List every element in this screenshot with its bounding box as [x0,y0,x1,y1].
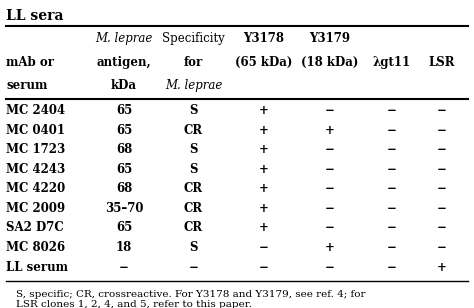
Text: −: − [437,163,447,176]
Text: −: − [437,241,447,254]
Text: −: − [325,143,335,156]
Text: −: − [189,261,198,274]
Text: 65: 65 [116,104,132,117]
Text: −: − [325,221,335,234]
Text: +: + [259,143,269,156]
Text: (18 kDa): (18 kDa) [301,56,359,69]
Text: Specificity: Specificity [162,32,225,45]
Text: serum: serum [6,79,47,92]
Text: +: + [259,182,269,195]
Text: −: − [119,261,129,274]
Text: +: + [437,261,447,274]
Text: 65: 65 [116,221,132,234]
Text: Y3179: Y3179 [310,32,351,45]
Text: −: − [386,143,396,156]
Text: −: − [325,202,335,215]
Text: −: − [259,261,269,274]
Text: −: − [386,202,396,215]
Text: −: − [437,124,447,137]
Text: −: − [386,261,396,274]
Text: M. leprae: M. leprae [165,79,222,92]
Text: CR: CR [184,182,203,195]
Text: S: S [189,241,198,254]
Text: MC 4243: MC 4243 [6,163,65,176]
Text: 35–70: 35–70 [105,202,143,215]
Text: −: − [437,104,447,117]
Text: MC 0401: MC 0401 [6,124,65,137]
Text: mAb or: mAb or [6,56,54,69]
Text: SA2 D7C: SA2 D7C [6,221,64,234]
Text: CR: CR [184,221,203,234]
Text: CR: CR [184,202,203,215]
Text: 65: 65 [116,124,132,137]
Text: +: + [259,202,269,215]
Text: CR: CR [184,124,203,137]
Text: −: − [386,241,396,254]
Text: −: − [259,241,269,254]
Text: MC 1723: MC 1723 [6,143,65,156]
Text: −: − [386,163,396,176]
Text: S: S [189,163,198,176]
Text: −: − [386,221,396,234]
Text: antigen,: antigen, [97,56,151,69]
Text: −: − [325,182,335,195]
Text: 68: 68 [116,182,132,195]
Text: S: S [189,104,198,117]
Text: M. leprae: M. leprae [95,32,153,45]
Text: −: − [325,163,335,176]
Text: MC 2009: MC 2009 [6,202,65,215]
Text: LL sera: LL sera [6,10,64,23]
Text: MC 4220: MC 4220 [6,182,65,195]
Text: −: − [437,143,447,156]
Text: 65: 65 [116,163,132,176]
Text: Y3178: Y3178 [244,32,284,45]
Text: LSR: LSR [428,56,455,69]
Text: −: − [325,261,335,274]
Text: 18: 18 [116,241,132,254]
Text: kDa: kDa [111,79,137,92]
Text: 68: 68 [116,143,132,156]
Text: S, specific; CR, crossreactive. For Y3178 and Y3179, see ref. 4; for
LSR clones : S, specific; CR, crossreactive. For Y317… [16,290,365,308]
Text: +: + [259,104,269,117]
Text: +: + [259,163,269,176]
Text: −: − [437,221,447,234]
Text: −: − [386,182,396,195]
Text: +: + [259,221,269,234]
Text: +: + [325,241,335,254]
Text: MC 8026: MC 8026 [6,241,65,254]
Text: −: − [386,124,396,137]
Text: S: S [189,143,198,156]
Text: MC 2404: MC 2404 [6,104,65,117]
Text: for: for [184,56,203,69]
Text: −: − [437,182,447,195]
Text: +: + [259,124,269,137]
Text: −: − [386,104,396,117]
Text: −: − [437,202,447,215]
Text: +: + [325,124,335,137]
Text: (65 kDa): (65 kDa) [236,56,293,69]
Text: LL serum: LL serum [6,261,68,274]
Text: λgt11: λgt11 [372,56,410,69]
Text: −: − [325,104,335,117]
